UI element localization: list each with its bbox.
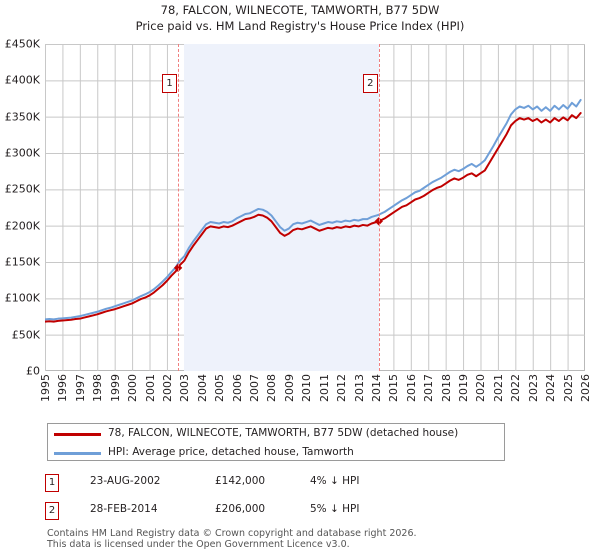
event-line-2 <box>378 44 380 371</box>
footer-line-copyright: Contains HM Land Registry data © Crown c… <box>47 528 417 539</box>
x-tick-label: 2012 <box>335 374 349 402</box>
y-tick-label: £50K <box>11 328 40 342</box>
y-tick-label: £350K <box>4 110 40 124</box>
x-tick-label: 2019 <box>457 374 471 402</box>
x-tick-label: 2016 <box>404 374 418 402</box>
x-tick-label: 2007 <box>248 374 262 402</box>
event-marker-label-1[interactable]: 1 <box>162 74 178 93</box>
legend-swatch-property <box>54 433 101 436</box>
title-line-subtitle: Price paid vs. HM Land Registry's House … <box>135 19 465 33</box>
x-tick-label: 2015 <box>387 374 401 402</box>
title-line-address: 78, FALCON, WILNECOTE, TAMWORTH, B77 5DW <box>160 3 440 17</box>
y-tick-label: £250K <box>4 182 40 196</box>
transaction-price: £142,000 <box>215 475 266 487</box>
transaction-hpi-delta: 5% ↓ HPI <box>310 503 360 515</box>
transaction-index: 1 <box>45 474 59 492</box>
legend-label-hpi: HPI: Average price, detached house, Tamw… <box>108 446 354 458</box>
transaction-index: 2 <box>45 502 59 520</box>
y-tick-label: £200K <box>4 219 40 233</box>
series-lines <box>45 98 582 323</box>
x-tick-label: 2011 <box>317 374 331 402</box>
transaction-date: 28-FEB-2014 <box>90 503 158 515</box>
legend-label-property: 78, FALCON, WILNECOTE, TAMWORTH, B77 5DW… <box>108 427 459 439</box>
transaction-row[interactable]: 1 23-AUG-2002 £142,000 4% ↓ HPI <box>45 474 465 496</box>
x-tick-label: 2024 <box>544 374 558 402</box>
legend-swatch-hpi <box>54 452 101 455</box>
x-tick-label: 1997 <box>73 374 87 402</box>
x-tick-label: 2013 <box>352 374 366 402</box>
page-title: 78, FALCON, WILNECOTE, TAMWORTH, B77 5DW… <box>0 2 600 34</box>
legend-item-hpi: HPI: Average price, detached house, Tamw… <box>48 444 504 462</box>
x-tick-label: 2020 <box>474 374 488 402</box>
x-tick-label: 2018 <box>439 374 453 402</box>
x-tick-label: 2026 <box>579 374 592 402</box>
x-tick-label: 1996 <box>56 374 70 402</box>
footer-line-licence: This data is licensed under the Open Gov… <box>47 539 350 550</box>
y-tick-label: £0 <box>26 364 40 378</box>
x-tick-label: 2003 <box>178 374 192 402</box>
x-tick-label: 2008 <box>265 374 279 402</box>
x-tick-label: 1999 <box>108 374 122 402</box>
y-axis-ticks: £0 £50K £100K £150K £200K £250K £300K £350K £400… <box>0 38 42 378</box>
event-marker-label-2[interactable]: 2 <box>362 74 378 93</box>
y-tick-label: £150K <box>4 255 40 269</box>
x-tick-label: 2017 <box>422 374 436 402</box>
x-tick-label: 2021 <box>491 374 505 402</box>
x-tick-label: 2014 <box>369 374 383 402</box>
x-tick-label: 2025 <box>561 374 575 402</box>
plot-area: 1 2 <box>45 44 585 371</box>
x-tick-label: 2001 <box>143 374 157 402</box>
x-tick-label: 2022 <box>509 374 523 402</box>
x-tick-label: 2004 <box>195 374 209 402</box>
legend-item-property: 78, FALCON, WILNECOTE, TAMWORTH, B77 5DW… <box>48 425 504 443</box>
x-tick-label: 2009 <box>282 374 296 402</box>
highlight-band <box>184 44 379 371</box>
transaction-hpi-delta: 4% ↓ HPI <box>310 475 360 487</box>
transaction-price: £206,000 <box>215 503 266 515</box>
x-tick-label: 2005 <box>213 374 227 402</box>
x-tick-label: 2010 <box>300 374 314 402</box>
x-tick-label: 2002 <box>160 374 174 402</box>
y-tick-label: £100K <box>4 291 40 305</box>
transaction-date: 23-AUG-2002 <box>90 475 161 487</box>
x-tick-label: 2023 <box>526 374 540 402</box>
x-tick-label: 1995 <box>39 374 52 402</box>
transaction-row[interactable]: 2 28-FEB-2014 £206,000 5% ↓ HPI <box>45 502 465 524</box>
footer-attribution: Contains HM Land Registry data © Crown c… <box>47 528 587 550</box>
x-tick-label: 1998 <box>91 374 105 402</box>
y-tick-label: £300K <box>4 146 40 160</box>
x-tick-label: 2006 <box>230 374 244 402</box>
y-tick-label: £400K <box>4 73 40 87</box>
chart-legend: 78, FALCON, WILNECOTE, TAMWORTH, B77 5DW… <box>47 423 505 461</box>
event-line-1 <box>178 44 180 371</box>
x-tick-label: 2000 <box>126 374 140 402</box>
x-axis-ticks: 1995 1996 1997 1998 1999 2000 2001 2002 2003 2004… <box>39 374 592 418</box>
y-tick-label: £450K <box>4 37 40 51</box>
